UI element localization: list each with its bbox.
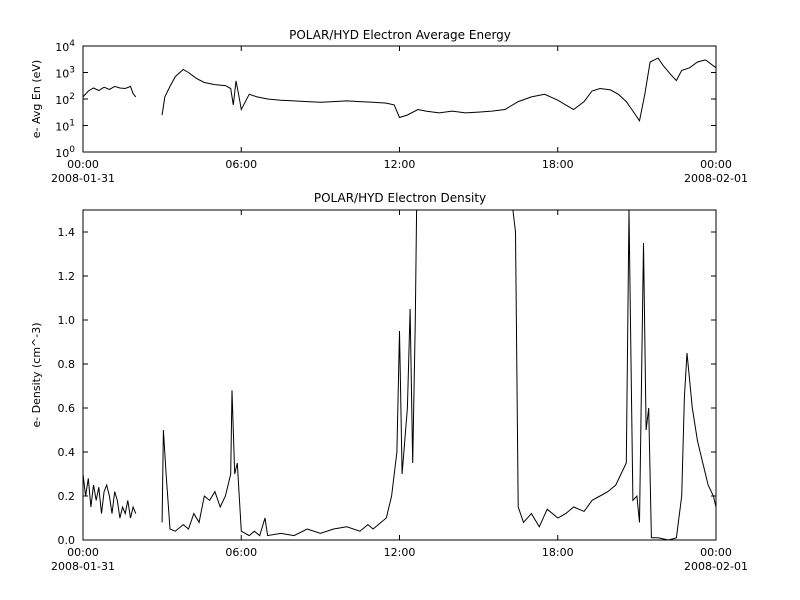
density-x-tick-label: 18:00: [542, 546, 574, 559]
energy-x-tick-label: 12:00: [384, 158, 416, 171]
energy-series-segment: [83, 85, 137, 98]
density-series-segment: [161, 210, 418, 537]
density-y-tick-label: 0.0: [58, 534, 76, 547]
density-series-segment: [83, 473, 137, 519]
energy-x-tick-label: 18:00: [542, 158, 574, 171]
energy-chart-title: POLAR/HYD Electron Average Energy: [289, 28, 511, 42]
energy-y-tick-label: 104: [55, 39, 75, 54]
energy-y-tick-label: 102: [55, 92, 75, 107]
density-y-tick-label: 1.0: [58, 314, 76, 327]
density-y-tick-label: 0.8: [58, 358, 76, 371]
energy-y-axis-label: e- Avg En (eV): [30, 60, 43, 138]
energy-y-tick-label: 100: [55, 145, 75, 160]
energy-x-tick-label: 06:00: [225, 158, 257, 171]
density-y-tick-label: 0.6: [58, 402, 76, 415]
energy-series-segment: [161, 57, 716, 123]
density-y-tick-label: 1.4: [58, 226, 76, 239]
energy-panel: POLAR/HYD Electron Average Energy e- Avg…: [30, 28, 748, 185]
density-y-ticks: 0.0 0.2 0.4 0.6 0.8 1.0 1.2 1.4: [58, 226, 716, 547]
density-x-tick-date: 2008-01-31: [51, 560, 115, 573]
energy-series: [83, 57, 716, 123]
density-y-tick-label: 0.4: [58, 446, 76, 459]
density-y-axis-label: e- Density (cm^-3): [30, 322, 43, 427]
energy-x-tick-date: 2008-02-01: [684, 172, 748, 185]
density-x-tick-label: 00:00: [67, 546, 99, 559]
density-plot-frame: [82, 209, 717, 541]
energy-y-tick-label: 101: [55, 119, 75, 134]
energy-x-tick-label: 00:00: [700, 158, 732, 171]
density-y-tick-label: 1.2: [58, 270, 76, 283]
density-x-tick-label: 06:00: [225, 546, 257, 559]
energy-y-tick-label: 103: [55, 66, 75, 81]
density-x-tick-label: 12:00: [384, 546, 416, 559]
density-chart-title: POLAR/HYD Electron Density: [314, 191, 486, 205]
density-x-tick-label: 00:00: [700, 546, 732, 559]
density-y-tick-label: 0.2: [58, 490, 76, 503]
density-panel: POLAR/HYD Electron Density e- Density (c…: [30, 191, 748, 573]
energy-x-tick-date: 2008-01-31: [51, 172, 115, 185]
energy-y-ticks: 100 101 102 103 104: [55, 39, 716, 160]
energy-x-tick-label: 00:00: [67, 158, 99, 171]
density-series-segment: [512, 210, 716, 540]
energy-plot-frame: [82, 45, 717, 153]
density-series: [83, 210, 716, 540]
density-x-tick-date: 2008-02-01: [684, 560, 748, 573]
